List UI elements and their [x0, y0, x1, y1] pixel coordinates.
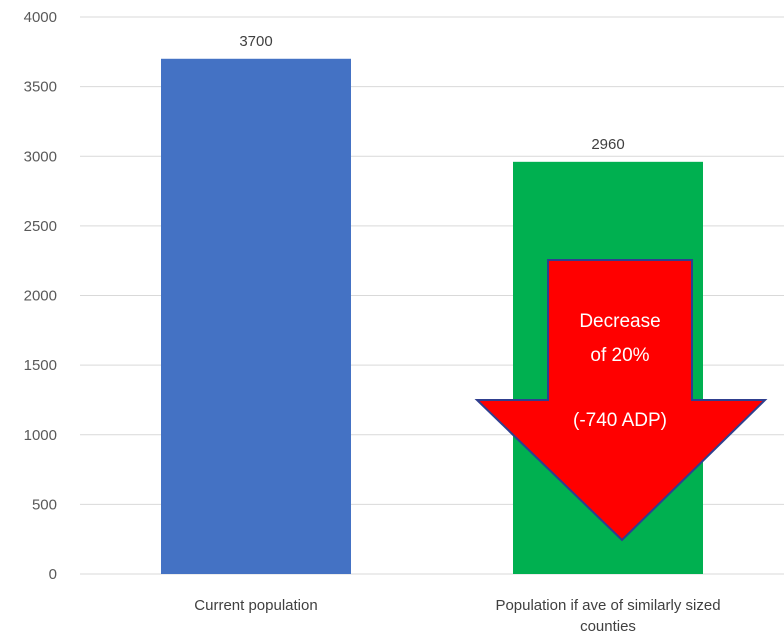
- decrease-annotation: Decrease of 20% (-740 ADP): [474, 259, 768, 542]
- y-tick-label: 3000: [24, 148, 57, 165]
- x-axis: Current population Population if ave of s…: [194, 597, 720, 635]
- y-tick-label: 4000: [24, 9, 57, 26]
- x-tick-label: Current population: [194, 597, 317, 614]
- y-axis: 0 500 1000 1500 2000 2500 3000 3500 4000: [24, 9, 57, 583]
- down-arrow-icon: [474, 259, 768, 542]
- data-label: 3700: [239, 33, 272, 50]
- data-labels: 3700 2960: [239, 33, 624, 153]
- annotation-line-3: (-740 ADP): [573, 410, 667, 431]
- y-tick-label: 1500: [24, 357, 57, 374]
- y-tick-label: 2000: [24, 288, 57, 305]
- y-tick-label: 2500: [24, 218, 57, 235]
- y-tick-label: 500: [32, 496, 57, 513]
- y-tick-label: 0: [49, 566, 57, 583]
- y-tick-label: 1000: [24, 427, 57, 444]
- annotation-line-2: of 20%: [590, 345, 649, 366]
- annotation-line-1: Decrease: [579, 311, 660, 332]
- y-tick-label: 3500: [24, 79, 57, 96]
- x-tick-label: Population if ave of similarly sized coun…: [495, 597, 720, 635]
- data-label: 2960: [591, 136, 624, 153]
- bar: [161, 58, 351, 574]
